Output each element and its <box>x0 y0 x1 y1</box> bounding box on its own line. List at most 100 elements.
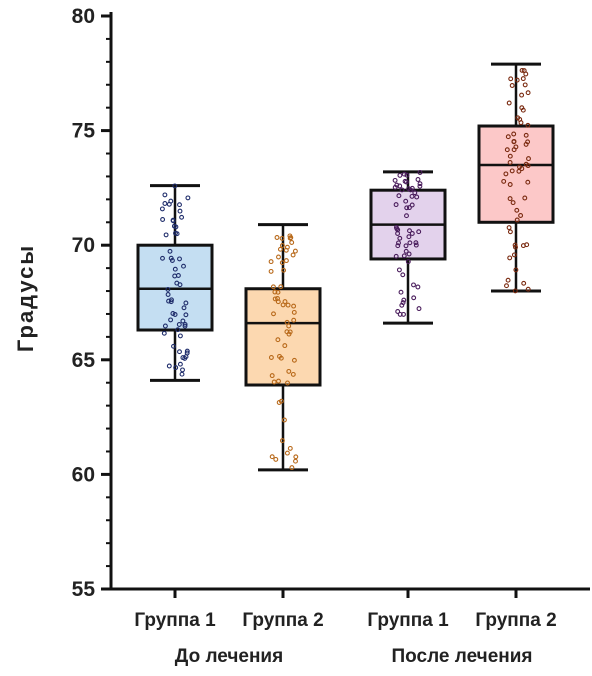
data-point <box>161 330 167 336</box>
data-point <box>414 194 420 200</box>
data-point <box>525 286 531 292</box>
y-tick-label: 55 <box>72 578 96 601</box>
data-point <box>413 240 419 246</box>
data-point <box>285 380 290 386</box>
data-point <box>291 303 297 309</box>
data-point <box>403 179 409 185</box>
data-point <box>403 243 409 249</box>
data-point <box>173 365 179 371</box>
data-point <box>396 240 401 246</box>
y-axis-label: Градусы <box>13 244 38 352</box>
data-point <box>162 201 168 206</box>
data-point <box>507 153 513 159</box>
data-point <box>522 82 528 88</box>
data-point <box>401 311 406 317</box>
box-iqr <box>244 287 322 387</box>
data-point <box>179 371 185 377</box>
data-point <box>278 355 284 361</box>
data-point <box>165 286 171 292</box>
data-point <box>398 289 404 295</box>
data-point <box>166 363 172 369</box>
x-category-label: Группа 1 <box>367 610 449 631</box>
data-point <box>509 168 515 174</box>
data-point <box>417 183 423 189</box>
data-point <box>505 134 511 140</box>
data-point <box>400 272 406 278</box>
data-point <box>404 213 409 219</box>
data-point <box>525 90 531 96</box>
data-point <box>168 317 174 323</box>
data-point <box>284 319 290 325</box>
data-point <box>526 156 531 162</box>
data-point <box>395 231 401 236</box>
data-point <box>180 367 185 373</box>
data-point <box>392 177 398 183</box>
data-point <box>184 348 190 354</box>
x-category-label: Группа 2 <box>475 610 556 631</box>
data-point <box>181 305 187 311</box>
data-point <box>507 255 513 261</box>
data-point <box>182 323 188 329</box>
data-point <box>290 371 296 377</box>
data-point <box>173 230 178 236</box>
data-point <box>275 289 281 295</box>
data-point <box>503 171 509 177</box>
data-point <box>281 417 287 423</box>
data-point <box>171 223 177 229</box>
data-point <box>506 225 512 231</box>
y-tick-label: 80 <box>72 5 95 28</box>
data-point <box>291 317 297 323</box>
data-point <box>396 193 402 199</box>
data-point <box>269 454 275 460</box>
data-point <box>177 208 183 214</box>
data-point <box>416 229 422 235</box>
data-point <box>523 132 529 138</box>
y-tick-label: 60 <box>72 463 95 486</box>
data-point <box>513 144 519 150</box>
data-point <box>283 258 289 264</box>
data-point <box>399 187 405 193</box>
x-group-label: До лечения <box>175 646 283 667</box>
data-point <box>397 235 403 241</box>
data-point <box>525 179 531 185</box>
data-point <box>514 217 520 223</box>
data-point <box>519 92 525 98</box>
data-point <box>275 337 281 343</box>
data-point <box>163 232 169 238</box>
data-point <box>395 243 401 249</box>
data-point <box>401 171 407 177</box>
data-point <box>508 76 514 82</box>
data-point <box>404 172 410 178</box>
data-point <box>521 280 527 286</box>
data-point <box>507 229 513 235</box>
data-point <box>513 244 518 250</box>
data-point <box>511 252 517 258</box>
data-point <box>519 105 525 111</box>
data-point <box>269 373 275 379</box>
data-point <box>174 280 180 286</box>
data-point <box>172 266 178 272</box>
data-point <box>272 289 278 295</box>
data-point <box>181 263 186 269</box>
y-tick-label: 70 <box>72 234 95 257</box>
data-point <box>172 183 178 189</box>
data-point <box>284 244 290 250</box>
data-point <box>160 255 165 261</box>
data-point <box>512 288 518 294</box>
data-point <box>284 329 290 335</box>
data-point <box>393 253 399 259</box>
data-point <box>520 76 526 82</box>
data-point <box>175 327 181 333</box>
data-point <box>279 260 285 266</box>
data-point <box>407 228 412 234</box>
data-point <box>413 242 419 248</box>
data-point <box>287 445 293 451</box>
data-point <box>275 296 280 301</box>
data-point <box>392 184 398 190</box>
data-point <box>177 256 182 262</box>
data-point <box>525 122 531 128</box>
data-point <box>511 131 517 137</box>
data-point <box>393 202 399 208</box>
data-point <box>271 379 277 385</box>
